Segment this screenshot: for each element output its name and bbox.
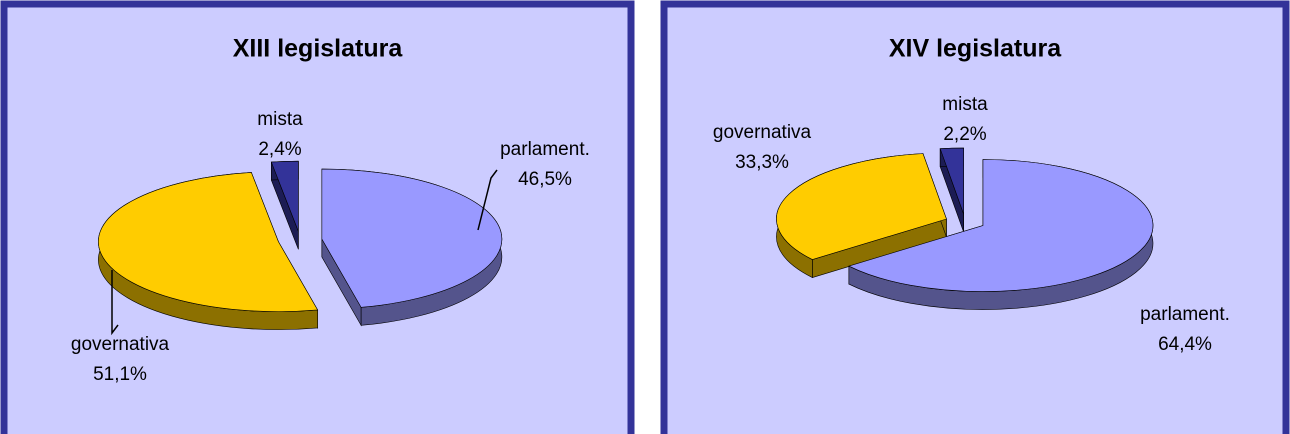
slice-value: 64,4%	[1158, 334, 1212, 355]
pie-slice	[321, 168, 503, 308]
slice-value: 2,2%	[943, 124, 986, 145]
chart: XIII legislatura parlament. 46,5% governati…	[0, 0, 635, 434]
slice-value: 33,3%	[735, 152, 789, 173]
chart-title: XIII legislatura	[233, 35, 404, 63]
chart: XIV legislatura parlament. 64,4% governativ…	[660, 0, 1290, 434]
slice-label: governativa	[71, 334, 170, 355]
pie-slice	[270, 160, 299, 232]
slice-label: parlament.	[1140, 304, 1230, 325]
pie-slice	[939, 147, 964, 215]
chart-title: XIV legislatura	[889, 35, 1062, 63]
slice-label: parlament.	[500, 139, 590, 160]
slice-label: mista	[942, 94, 988, 115]
pie-slice	[98, 172, 319, 312]
leader-line	[477, 169, 498, 231]
panel	[660, 0, 1290, 434]
pie-slice	[776, 153, 947, 260]
pie-slice	[848, 159, 1154, 292]
leader-line	[111, 270, 119, 336]
slice-value: 2,4%	[258, 139, 301, 160]
slice-label: mista	[257, 109, 303, 130]
slice-value: 46,5%	[518, 169, 572, 190]
slice-value: 51,1%	[93, 364, 147, 385]
slice-label: governativa	[713, 122, 812, 143]
